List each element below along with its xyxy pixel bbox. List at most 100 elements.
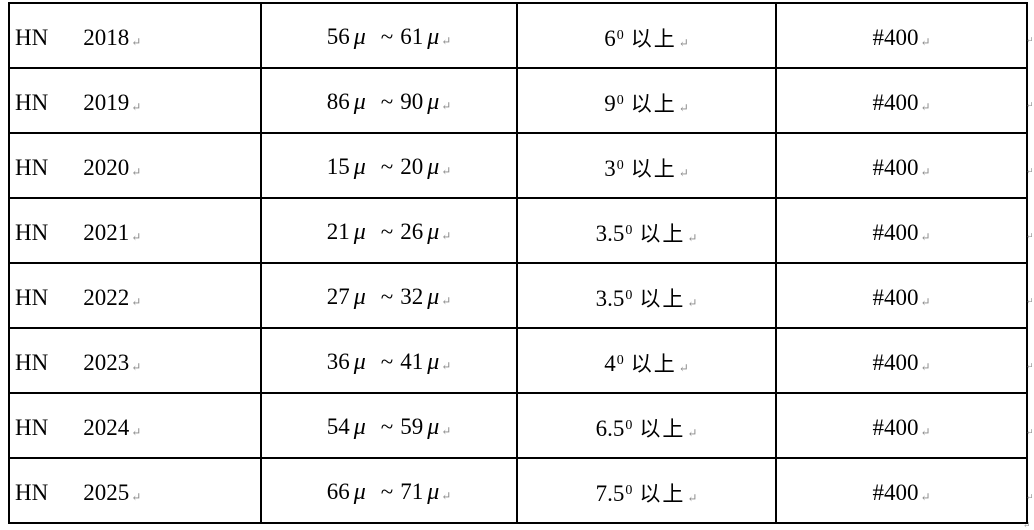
cell-end-mark: ↵ [131,489,142,504]
table-row: HN 2022 ↵ 27 μ ~32 μ ↵ 3.50 以上 ↵ #400 ↵ [8,262,1028,329]
model-year: 2023 [83,349,130,375]
model-prefix: HN [15,479,49,505]
model-year: 2022 [83,284,130,310]
cell-end-mark: ↵ [131,99,142,114]
grit-cell[interactable]: #400 ↵ [775,2,1028,69]
angle-cell[interactable]: 6.50 以上 ↵ [516,392,777,459]
angle-superscript: 0 [625,483,633,499]
range-from-value: 36 [326,349,350,374]
tilde-symbol: ~ [380,219,394,244]
range-to-value: 20 [400,154,424,179]
grit-cell[interactable]: #400 ↵ [775,262,1028,329]
angle-cell[interactable]: 3.50 以上 ↵ [516,262,777,329]
model-cell[interactable]: HN 2024 ↵ [8,392,262,459]
grit-cell[interactable]: #400 ↵ [775,67,1028,134]
model-year: 2021 [83,219,130,245]
angle-cell[interactable]: 60 以上 ↵ [516,2,777,69]
thickness-range-cell[interactable]: 15 μ ~20 μ ↵ [260,132,518,199]
range-to-value: 71 [400,479,424,504]
model-year: 2019 [83,89,130,115]
model-prefix: HN [15,414,49,440]
model-cell[interactable]: HN 2018 ↵ [8,2,262,69]
angle-suffix: 以上 [630,156,677,181]
angle-value: 7.5 [595,480,625,506]
grit-cell[interactable]: #400 ↵ [775,197,1028,264]
angle-cell[interactable]: 90 以上 ↵ [516,67,777,134]
row-end-mark: ↵ [1026,361,1034,372]
range-from-value: 27 [326,284,350,309]
table-row: HN 2024 ↵ 54 μ ~59 μ ↵ 6.50 以上 ↵ #400 ↵ [8,392,1028,459]
model-cell[interactable]: HN 2020 ↵ [8,132,262,199]
model-year: 2024 [83,414,130,440]
cell-end-mark: ↵ [131,229,142,244]
angle-cell[interactable]: 7.50 以上 ↵ [516,457,777,524]
model-cell[interactable]: HN 2019 ↵ [8,67,262,134]
mu-symbol: μ [353,349,366,375]
angle-cell[interactable]: 30 以上 ↵ [516,132,777,199]
angle-value: 3.5 [595,285,625,311]
thickness-range-cell[interactable]: 56 μ ~61 μ ↵ [260,2,518,69]
cell-end-mark: ↵ [687,295,698,310]
range-to-value: 90 [400,89,424,114]
grit-value: #400 [872,89,919,115]
tilde-symbol: ~ [380,154,394,179]
model-prefix: HN [15,89,49,115]
cell-end-mark: ↵ [687,490,698,505]
cell-end-mark: ↵ [131,164,142,179]
row-end-mark: ↵ [1026,296,1034,307]
angle-suffix: 以上 [630,351,677,376]
angle-value: 6.5 [595,415,625,441]
model-year: 2025 [83,479,130,505]
tilde-symbol: ~ [380,414,394,439]
range-to-value: 41 [400,349,424,374]
tilde-symbol: ~ [380,479,394,504]
row-end-mark: ↵ [1026,426,1034,437]
thickness-range-cell[interactable]: 27 μ ~32 μ ↵ [260,262,518,329]
angle-cell[interactable]: 3.50 以上 ↵ [516,197,777,264]
mu-symbol: μ [427,284,440,310]
cell-end-mark: ↵ [441,229,452,243]
model-prefix: HN [15,349,49,375]
mu-symbol: μ [427,349,440,375]
model-cell[interactable]: HN 2023 ↵ [8,327,262,394]
table-row: HN 2025 ↵ 66 μ ~71 μ ↵ 7.50 以上 ↵ #400 ↵ [8,457,1028,524]
range-from-value: 66 [326,479,350,504]
angle-suffix: 以上 [639,286,686,311]
mu-symbol: μ [353,24,366,50]
thickness-range-cell[interactable]: 36 μ ~41 μ ↵ [260,327,518,394]
mu-symbol: μ [427,414,440,440]
grit-cell[interactable]: #400 ↵ [775,392,1028,459]
grit-cell[interactable]: #400 ↵ [775,132,1028,199]
model-cell[interactable]: HN 2025 ↵ [8,457,262,524]
grit-cell[interactable]: #400 ↵ [775,327,1028,394]
mu-symbol: μ [353,414,366,440]
angle-value: 3.5 [595,220,625,246]
model-prefix: HN [15,154,49,180]
angle-cell[interactable]: 40 以上 ↵ [516,327,777,394]
table-row: HN 2018 ↵ 56 μ ~61 μ ↵ 60 以上 ↵ #400 ↵ [8,2,1028,69]
spec-table-body: HN 2018 ↵ 56 μ ~61 μ ↵ 60 以上 ↵ #400 ↵ HN 2019 ↵ 86 μ… [8,2,1028,524]
grit-value: #400 [872,154,919,180]
mu-symbol: μ [427,89,440,115]
thickness-range-cell[interactable]: 86 μ ~90 μ ↵ [260,67,518,134]
angle-superscript: 0 [616,158,624,174]
mu-symbol: μ [353,479,366,505]
grit-value: #400 [872,414,919,440]
cell-end-mark: ↵ [920,164,931,179]
angle-superscript: 0 [616,28,624,44]
model-cell[interactable]: HN 2022 ↵ [8,262,262,329]
thickness-range-cell[interactable]: 21 μ ~26 μ ↵ [260,197,518,264]
mu-symbol: μ [427,24,440,50]
model-year: 2020 [83,154,130,180]
cell-end-mark: ↵ [131,34,142,49]
cell-end-mark: ↵ [920,294,931,309]
grit-cell[interactable]: #400 ↵ [775,457,1028,524]
angle-superscript: 0 [625,418,633,434]
model-cell[interactable]: HN 2021 ↵ [8,197,262,264]
range-from-value: 21 [326,219,350,244]
thickness-range-cell[interactable]: 66 μ ~71 μ ↵ [260,457,518,524]
cell-end-mark: ↵ [678,100,689,115]
thickness-range-cell[interactable]: 54 μ ~59 μ ↵ [260,392,518,459]
cell-end-mark: ↵ [920,424,931,439]
angle-superscript: 0 [625,288,633,304]
